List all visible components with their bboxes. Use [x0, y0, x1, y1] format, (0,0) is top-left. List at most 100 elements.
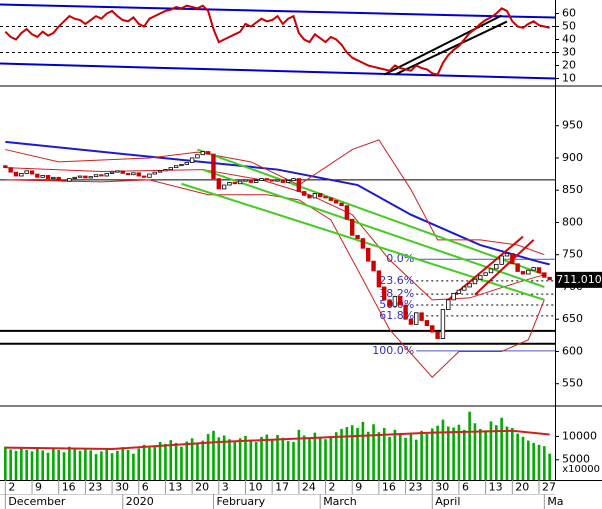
- volume-bar: [297, 429, 301, 480]
- candle: [200, 151, 205, 156]
- volume-bar: [350, 425, 354, 480]
- volume-bar: [446, 426, 450, 480]
- y-tick-label: 10: [562, 72, 576, 85]
- candle: [51, 176, 56, 179]
- volume-bar: [121, 447, 125, 480]
- volume-bar: [148, 447, 151, 480]
- candle: [499, 255, 504, 265]
- candle: [179, 164, 184, 167]
- month-label: December: [8, 495, 66, 508]
- volume-bar: [361, 421, 365, 480]
- volume-bar: [217, 437, 221, 480]
- candle: [29, 170, 35, 175]
- volume-bar: [398, 435, 402, 480]
- volume-bar: [46, 452, 50, 480]
- x-tick-label: 30: [115, 481, 129, 494]
- indicator-line: [5, 167, 545, 301]
- volume-bar: [468, 411, 471, 480]
- candle: [408, 318, 414, 325]
- candle: [494, 263, 499, 270]
- candle: [435, 331, 440, 339]
- volume-bar: [340, 428, 343, 480]
- volume-bar: [414, 439, 418, 480]
- volume-bar: [228, 439, 231, 480]
- x-tick-label: 17: [275, 481, 289, 494]
- candle: [45, 174, 51, 179]
- volume-bar: [84, 448, 87, 480]
- x-tick-label: 16: [62, 481, 76, 494]
- y-tick-label: 550: [562, 377, 583, 390]
- volume-bar: [190, 438, 194, 480]
- volume-bar: [511, 428, 514, 480]
- volume-bar: [489, 421, 493, 480]
- volume-bar: [404, 437, 407, 480]
- candle: [504, 253, 510, 257]
- volume-bar: [116, 450, 119, 480]
- volume-bar: [532, 442, 535, 480]
- volume-bar: [244, 435, 247, 480]
- volume-bar: [158, 442, 162, 480]
- candle: [387, 299, 392, 307]
- candle: [542, 272, 547, 278]
- candle: [104, 173, 109, 177]
- volume-bar: [89, 450, 93, 480]
- candle: [136, 172, 141, 177]
- volume-bar: [548, 453, 551, 480]
- volume-bar: [57, 449, 61, 480]
- volume-bar: [527, 440, 530, 480]
- candle: [3, 165, 8, 169]
- volume-bar: [537, 444, 541, 480]
- volume-bar: [73, 448, 77, 480]
- y-tick-label: 50: [562, 20, 576, 33]
- volume-bar: [222, 435, 226, 480]
- candle: [173, 165, 179, 169]
- volume-bar: [494, 425, 498, 480]
- volume-bar: [164, 443, 167, 480]
- trendline: [0, 62, 556, 80]
- candle: [483, 272, 488, 276]
- y-tick-label: 750: [562, 248, 583, 261]
- volume-bar: [500, 417, 503, 480]
- candle: [291, 178, 296, 181]
- volume-bar: [41, 450, 44, 480]
- volume-bar: [142, 444, 146, 480]
- x-tick-label: 20: [515, 481, 529, 494]
- candle: [382, 286, 387, 301]
- volume-bar: [393, 429, 397, 480]
- candle: [221, 184, 227, 190]
- candle: [264, 178, 270, 181]
- y-tick-label: 5000: [562, 453, 590, 466]
- candle: [301, 191, 307, 196]
- volume-bar: [36, 447, 39, 480]
- volume-bar: [276, 435, 279, 480]
- volume-bar: [452, 427, 455, 480]
- fibonacci-label: 23.6%: [379, 274, 414, 287]
- candle: [446, 299, 451, 310]
- volume-bar: [270, 440, 274, 480]
- candle: [211, 153, 216, 179]
- candle: [131, 172, 136, 176]
- y-tick-label: 850: [562, 183, 583, 196]
- volume-bar: [254, 442, 258, 480]
- volume-bar: [521, 436, 525, 480]
- volume-bar: [473, 423, 477, 480]
- x-tick-label: 3: [222, 481, 229, 494]
- volume-bar: [345, 427, 349, 480]
- volume-bar: [516, 433, 519, 480]
- x-tick-label: 30: [435, 481, 449, 494]
- candle: [403, 304, 408, 320]
- candle: [531, 267, 536, 271]
- candle: [189, 157, 195, 163]
- volume-bar: [68, 446, 71, 480]
- rsi-line: [4, 4, 550, 76]
- volume-bar: [94, 454, 98, 480]
- volume-bar: [478, 428, 482, 480]
- candle: [109, 171, 115, 174]
- candle: [344, 205, 350, 220]
- candle: [157, 170, 163, 173]
- volume-bar: [265, 434, 269, 480]
- trendline: [447, 235, 524, 301]
- x-tick-label: 9: [35, 481, 42, 494]
- candle: [168, 167, 173, 170]
- candle: [334, 200, 339, 204]
